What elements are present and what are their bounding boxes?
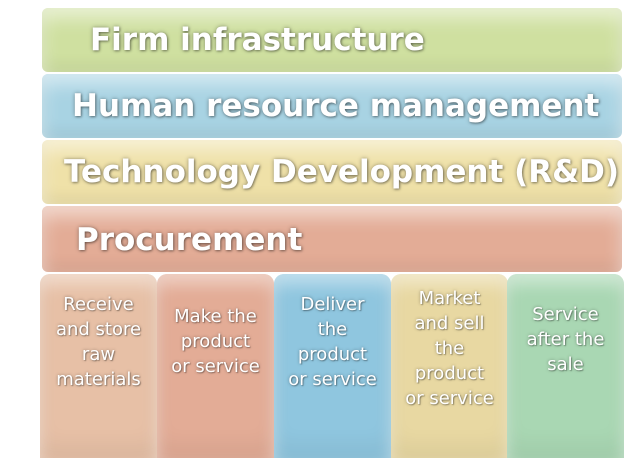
support-activity-technology-development: Technology Development (R&D) — [42, 140, 622, 204]
support-activity-label: Human resource management — [72, 88, 600, 124]
primary-activity-inbound-logistics: Receive and store raw materials — [40, 274, 157, 458]
support-activity-firm-infrastructure: Firm infrastructure — [42, 8, 622, 72]
support-activity-label: Firm infrastructure — [90, 22, 425, 58]
primary-activity-marketing-sales: Market and sell the product or service — [391, 274, 508, 458]
support-activity-label: Procurement — [76, 222, 303, 258]
primary-activity-label: Deliver the product or service — [288, 294, 377, 390]
primary-activity-label: Service after the sale — [526, 304, 605, 375]
primary-activity-outbound-logistics: Deliver the product or service — [274, 274, 391, 458]
support-activity-procurement: Procurement — [42, 206, 622, 272]
support-activity-label: Technology Development (R&D) — [64, 154, 620, 190]
support-activity-human-resource-management: Human resource management — [42, 74, 622, 138]
primary-activity-label: Make the product or service — [171, 306, 260, 377]
primary-activity-service: Service after the sale — [507, 274, 624, 458]
primary-activity-operations: Make the product or service — [157, 274, 274, 458]
primary-activity-label: Receive and store raw materials — [55, 294, 142, 390]
primary-activity-label: Market and sell the product or service — [405, 288, 494, 409]
